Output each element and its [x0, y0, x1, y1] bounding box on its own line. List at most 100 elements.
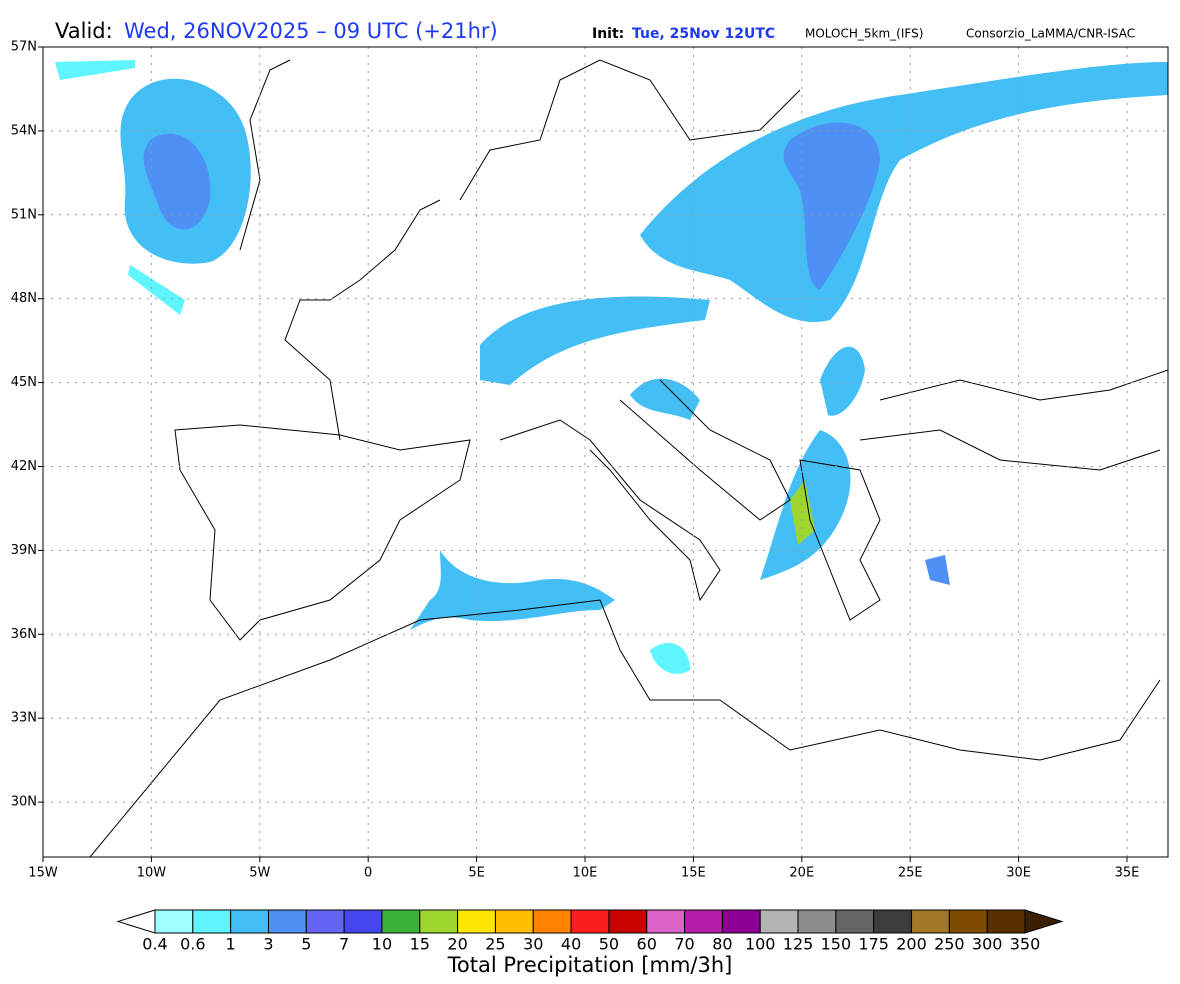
- colorbar-label: 70: [674, 935, 694, 954]
- colorbar-label: 150: [821, 935, 852, 954]
- precip-area: [640, 62, 1168, 322]
- coastline: [879, 369, 1168, 401]
- lat-label: 30N: [11, 795, 37, 810]
- coastline: [284, 199, 441, 441]
- colorbar-swatch: [154, 909, 194, 934]
- precip-area: [55, 60, 135, 80]
- lon-label: 0: [364, 866, 372, 881]
- lon-label: 15E: [681, 866, 706, 881]
- coastline: [619, 379, 791, 521]
- precip-area: [650, 642, 690, 674]
- colorbar-label: 300: [972, 935, 1003, 954]
- valid-time: Wed, 26NOV2025 – 09 UTC (+21hr): [124, 19, 498, 43]
- colorbar-swatch: [797, 909, 837, 934]
- precip-area: [410, 550, 615, 630]
- lat-label: 33N: [11, 711, 37, 726]
- colorbar-swatch: [230, 909, 269, 934]
- plot-area: 15W 10W 5W 0 5E 10E 15E 20E 25E 30E 35E 57N 54N 51N 48…: [11, 40, 1169, 881]
- lat-label: 42N: [11, 459, 37, 474]
- lat-label: 39N: [11, 543, 37, 558]
- colorbar-swatch: [608, 909, 648, 934]
- precip-area: [143, 133, 211, 230]
- colorbar-label: 40: [561, 935, 581, 954]
- precip-area: [783, 122, 880, 290]
- colorbar-swatch: [343, 909, 383, 934]
- colorbar-swatch: [192, 909, 232, 934]
- init-time: Tue, 25Nov 12UTC: [632, 26, 775, 42]
- colorbar-label: 50: [599, 935, 619, 954]
- colorbar-label: 350: [1010, 935, 1041, 954]
- plot-frame: [42, 46, 1169, 858]
- colorbar: 0.4 0.6 1 3 5 7 10 15 20 25 30 40 50 60 70 80 100 125 150 1…: [116, 909, 1064, 954]
- colorbar-swatch: [646, 909, 686, 934]
- colorbar-label: 5: [301, 935, 311, 954]
- colorbar-label: 125: [783, 935, 814, 954]
- lon-label: 20E: [789, 866, 814, 881]
- colorbar-swatch: [494, 909, 534, 934]
- colorbar-swatch: [986, 909, 1026, 934]
- colorbar-label: 10: [372, 935, 392, 954]
- precip-area: [128, 265, 185, 315]
- lat-label: 54N: [11, 123, 37, 138]
- colorbar-swatch: [419, 909, 459, 934]
- colorbar-swatch: [305, 909, 345, 934]
- colorbar-label: 200: [896, 935, 927, 954]
- colorbar-swatch: [911, 909, 950, 934]
- coastline: [459, 59, 801, 201]
- lon-label: 5E: [468, 866, 485, 881]
- coastline: [859, 429, 1161, 471]
- colorbar-swatch: [721, 909, 761, 934]
- lon-label: 5W: [249, 866, 270, 881]
- colorbar-swatch: [267, 909, 307, 934]
- colorbar-swatch: [532, 909, 572, 934]
- lon-label: 10E: [573, 866, 598, 881]
- precip-area: [480, 296, 710, 385]
- init-label: Init:: [592, 26, 624, 42]
- precip-area: [630, 378, 700, 420]
- lat-label: 51N: [11, 207, 37, 222]
- colorbar-label: 80: [712, 935, 732, 954]
- precip-area: [790, 480, 815, 545]
- precip-area: [925, 555, 950, 585]
- valid-label: Valid:: [55, 19, 113, 43]
- colorbar-label: 15: [410, 935, 430, 954]
- lon-label: 30E: [1006, 866, 1031, 881]
- colorbar-label: 30: [523, 935, 543, 954]
- colorbar-end: [1024, 909, 1064, 934]
- lon-label: 35E: [1115, 866, 1140, 881]
- colorbar-label: 3: [263, 935, 273, 954]
- colorbar-label: 100: [745, 935, 776, 954]
- colorbar-swatch: [457, 909, 496, 934]
- coastlines: [89, 59, 1168, 857]
- colorbar-label: 60: [637, 935, 657, 954]
- colorbar-swatch: [570, 909, 610, 934]
- lon-label: 10W: [137, 866, 167, 881]
- colorbar-label: 1: [226, 935, 236, 954]
- colorbar-label: 175: [858, 935, 889, 954]
- colorbar-swatch: [873, 909, 913, 934]
- coastline: [239, 59, 291, 251]
- credit: Consorzio_LaMMA/CNR-ISAC: [966, 27, 1135, 41]
- colorbar-swatch: [684, 909, 723, 934]
- colorbar-label: 25: [485, 935, 505, 954]
- colorbar-label: 0.4: [142, 935, 167, 954]
- colorbar-swatch: [835, 909, 875, 934]
- lat-label: 36N: [11, 627, 37, 642]
- model-name: MOLOCH_5km_(IFS): [805, 27, 923, 41]
- lon-label: 15W: [28, 866, 58, 881]
- coastline: [499, 419, 721, 602]
- colorbar-swatch: [948, 909, 988, 934]
- coastline: [799, 459, 881, 621]
- lon-label: 25E: [898, 866, 923, 881]
- colorbar-title: Total Precipitation [mm/3h]: [447, 953, 733, 977]
- colorbar-label: 0.6: [180, 935, 205, 954]
- colorbar-label: 20: [447, 935, 467, 954]
- colorbar-swatch: [381, 909, 421, 934]
- coastline: [89, 599, 1161, 857]
- lat-label: 57N: [11, 40, 37, 55]
- colorbar-label: 7: [339, 935, 349, 954]
- colorbar-swatch: [759, 909, 799, 934]
- graticule: 15W 10W 5W 0 5E 10E 15E 20E 25E 30E 35E 57N 54N 51N 48…: [11, 40, 1168, 881]
- lat-label: 45N: [11, 375, 37, 390]
